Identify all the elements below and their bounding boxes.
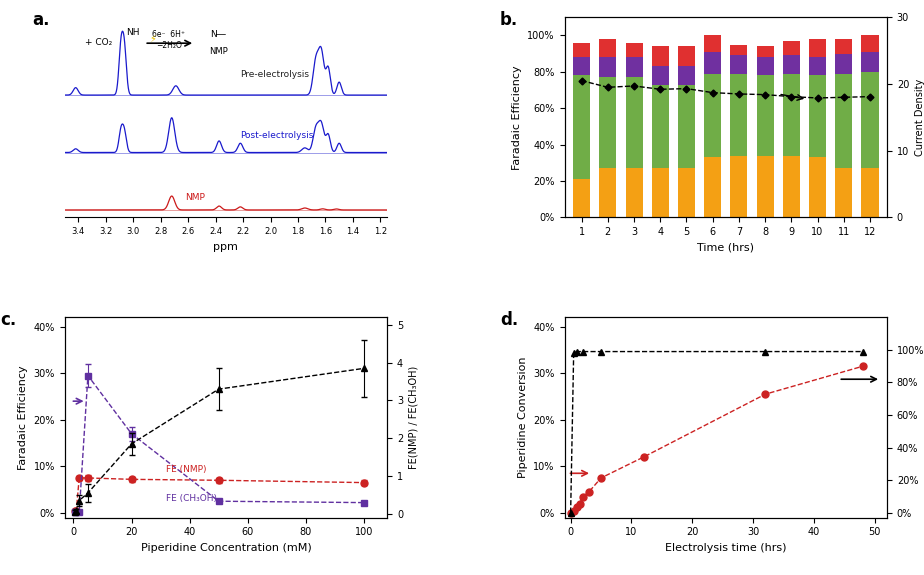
Bar (730, 44, 748, 55)
Y-axis label: Faradaic Efficiency: Faradaic Efficiency (18, 365, 28, 470)
Bar (783, 74, 800, 155)
Text: NH: NH (127, 28, 140, 37)
Bar (861, 168, 879, 217)
Y-axis label: FE(NMP) / FE(CH₃OH): FE(NMP) / FE(CH₃OH) (408, 366, 419, 469)
Text: N―: N― (211, 30, 226, 39)
Bar (757, 58, 773, 75)
Text: c.: c. (0, 312, 17, 329)
Text: FE (CH₃OH): FE (CH₃OH) (166, 494, 217, 503)
Bar (783, 55, 800, 74)
Text: NMP: NMP (186, 193, 205, 202)
Bar (861, 72, 879, 168)
Bar (835, 74, 852, 168)
Bar (730, 155, 748, 217)
Text: d.: d. (500, 312, 518, 329)
Bar (704, 74, 722, 158)
Bar (809, 39, 826, 58)
Text: ⚡: ⚡ (149, 34, 156, 44)
Bar (809, 58, 826, 75)
Bar (678, 85, 695, 168)
Text: Pre-electrolysis: Pre-electrolysis (240, 70, 310, 79)
Bar (600, 77, 616, 168)
Bar (678, 168, 695, 217)
Bar (651, 47, 669, 66)
Bar (626, 168, 642, 217)
Bar (678, 47, 695, 66)
Bar (809, 75, 826, 158)
Bar (600, 58, 616, 77)
Bar (626, 77, 642, 168)
Text: b.: b. (500, 12, 518, 29)
X-axis label: ppm: ppm (213, 242, 238, 252)
Bar (757, 155, 773, 217)
Bar (835, 53, 852, 74)
Y-axis label: Piperidine Conversion: Piperidine Conversion (517, 356, 528, 478)
Bar (757, 75, 773, 155)
Bar (809, 158, 826, 217)
Bar (757, 47, 773, 58)
Bar (651, 85, 669, 168)
Text: a.: a. (32, 12, 50, 29)
Bar (651, 66, 669, 85)
Bar (651, 168, 669, 217)
Bar (704, 36, 722, 52)
Y-axis label: Current Density
(mA/cm²): Current Density (mA/cm²) (915, 79, 924, 156)
Text: FE (NMP): FE (NMP) (166, 465, 207, 474)
Text: NMP: NMP (209, 47, 227, 56)
Bar (783, 155, 800, 217)
Bar (783, 41, 800, 55)
Bar (835, 39, 852, 53)
Text: Post-electrolysis: Post-electrolysis (240, 131, 314, 140)
Text: 6e⁻  6H⁺: 6e⁻ 6H⁺ (152, 30, 186, 39)
Text: −2H₂O: −2H₂O (156, 41, 182, 51)
X-axis label: Piperidine Concentration (mM): Piperidine Concentration (mM) (140, 543, 311, 553)
Bar (573, 58, 590, 75)
Bar (600, 168, 616, 217)
Bar (835, 168, 852, 217)
Bar (573, 43, 590, 58)
Bar (573, 75, 590, 179)
Bar (678, 66, 695, 85)
Bar (861, 52, 879, 72)
Bar (704, 52, 722, 74)
Bar (730, 55, 748, 74)
Y-axis label: Faradaic Efficiency: Faradaic Efficiency (512, 65, 522, 170)
Bar (600, 39, 616, 58)
Bar (861, 36, 879, 52)
Bar (730, 74, 748, 155)
X-axis label: Time (hrs): Time (hrs) (698, 243, 754, 252)
Bar (573, 179, 590, 217)
Bar (626, 43, 642, 58)
Text: + CO₂: + CO₂ (85, 37, 113, 47)
X-axis label: Electrolysis time (hrs): Electrolysis time (hrs) (665, 543, 786, 553)
Bar (704, 158, 722, 217)
Bar (626, 58, 642, 77)
